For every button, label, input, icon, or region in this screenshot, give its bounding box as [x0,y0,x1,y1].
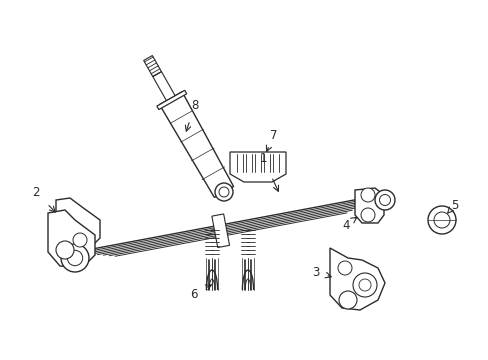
Polygon shape [152,72,175,101]
Polygon shape [211,214,229,248]
Text: 3: 3 [312,266,319,279]
Text: 1: 1 [259,152,266,165]
Polygon shape [56,198,100,250]
Text: 5: 5 [450,198,458,212]
Circle shape [360,208,374,222]
Circle shape [73,233,87,247]
Circle shape [358,279,370,291]
Polygon shape [229,152,285,182]
Circle shape [427,206,455,234]
Text: 2: 2 [32,185,40,198]
Circle shape [215,183,232,201]
Polygon shape [159,92,233,197]
Text: 4: 4 [342,219,349,231]
Text: 7: 7 [270,129,277,141]
Circle shape [56,241,74,259]
Circle shape [360,188,374,202]
Circle shape [61,244,89,272]
Polygon shape [48,210,95,268]
Circle shape [433,212,449,228]
Polygon shape [157,90,186,109]
Circle shape [337,261,351,275]
Circle shape [67,250,82,266]
Text: 8: 8 [191,99,198,112]
Circle shape [338,291,356,309]
Circle shape [379,194,390,206]
Circle shape [374,190,394,210]
Text: 6: 6 [190,288,197,301]
Polygon shape [354,188,383,223]
Circle shape [352,273,376,297]
Circle shape [219,187,228,197]
Polygon shape [329,248,384,310]
